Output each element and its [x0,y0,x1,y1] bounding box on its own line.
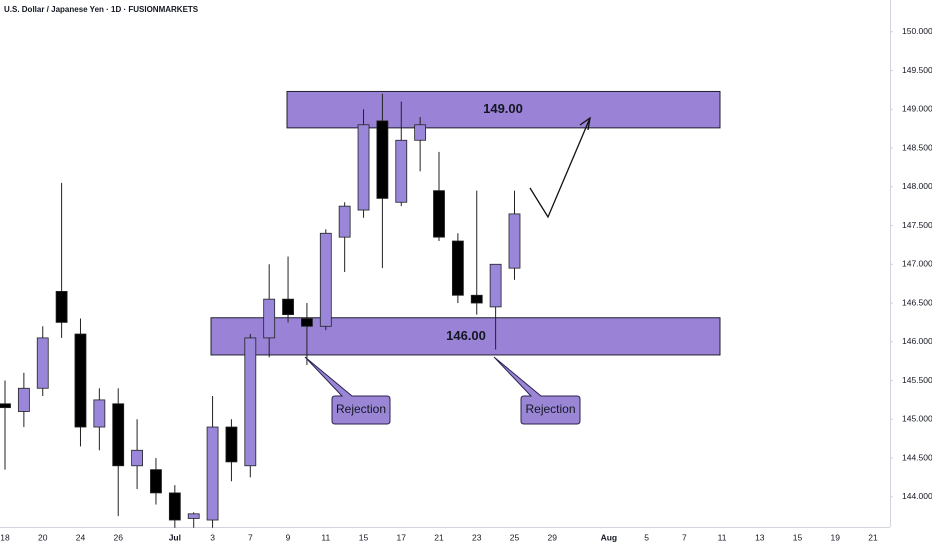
candle-body [187,513,200,519]
x-tick-label: 21 [868,532,878,542]
x-tick-label: 11 [321,532,330,542]
x-tick-label: 29 [547,532,557,542]
candle-body [433,190,445,238]
candle-body [414,124,427,141]
x-tick-label: 25 [510,532,520,542]
x-tick-label: 17 [397,532,407,542]
callout [304,356,391,425]
candle-body [470,294,483,304]
callout-text: Rejection [336,402,386,416]
y-tick-label: 144.500 [902,452,932,462]
y-tick-label: 150.000 [902,26,932,36]
candle-body [508,213,521,269]
y-tick-label: 145.500 [902,375,932,385]
x-tick-label: 7 [248,532,253,542]
price-zone [286,90,721,129]
y-tick-label: 146.500 [902,297,932,307]
x-tick-label: 3 [210,532,215,542]
candle-body [489,263,502,308]
x-tick-label: 20 [38,532,48,542]
x-tick-label: Jul [169,532,181,542]
candle-body [36,337,49,389]
y-tick-label: 146.000 [902,336,932,346]
plot-area [0,90,721,528]
x-tick-label: 11 [718,532,727,542]
callout [493,356,581,425]
drawings: Rejection Rejection 149.00 146.00 [304,101,591,425]
y-tick-label: 148.500 [902,142,932,152]
x-tick-label: 9 [286,532,291,542]
x-tick-label: 21 [434,532,444,542]
y-tick-label: 144.000 [902,491,932,501]
x-tick-label: 23 [472,532,482,542]
x-tick-label: 19 [831,532,841,542]
price-zone [210,317,721,356]
arrow-head [579,116,591,131]
candle-body [376,120,389,199]
x-tick-label: 15 [359,532,369,542]
candle-body [0,403,11,409]
callout-text: Rejection [525,402,575,416]
y-tick-label: 148.000 [902,181,932,191]
candle-body [93,399,106,428]
candle-body [263,298,276,339]
x-tick-label: 5 [644,532,649,542]
candle-body [150,469,162,494]
candle-body [206,426,219,521]
x-tick-label: 13 [755,532,765,542]
x-tick-label: Aug [601,532,618,542]
candle-body [451,240,464,296]
candle-body [74,333,87,428]
projection-arrow [529,117,591,219]
y-tick-label: 149.000 [902,104,932,114]
candle-body [225,426,238,463]
candle-body [168,492,181,521]
zone-label: 146.00 [446,328,486,343]
candle-body [112,403,125,467]
candle-body [357,124,370,211]
x-tick-label: 24 [76,532,86,542]
x-tick-label: 26 [113,532,123,542]
zone-label: 149.00 [483,101,523,116]
candle-body [301,318,313,327]
candle-body [338,205,351,238]
candle-body [17,387,30,412]
y-tick-label: 145.000 [902,414,932,424]
candle-body [282,298,294,316]
candle-body [395,139,408,203]
candle-body [244,337,257,467]
y-tick-label: 147.500 [902,220,932,230]
x-tick-label: 15 [793,532,803,542]
candle-body [319,232,332,327]
x-tick-label: 18 [0,532,10,542]
y-tick-label: 147.000 [902,259,932,269]
candle-body [55,290,68,323]
y-tick-label: 149.500 [902,65,932,75]
x-tick-label: 7 [682,532,687,542]
chart-title: U.S. Dollar / Japanese Yen · 1D · FUSION… [4,5,199,14]
candle-body [131,449,143,467]
